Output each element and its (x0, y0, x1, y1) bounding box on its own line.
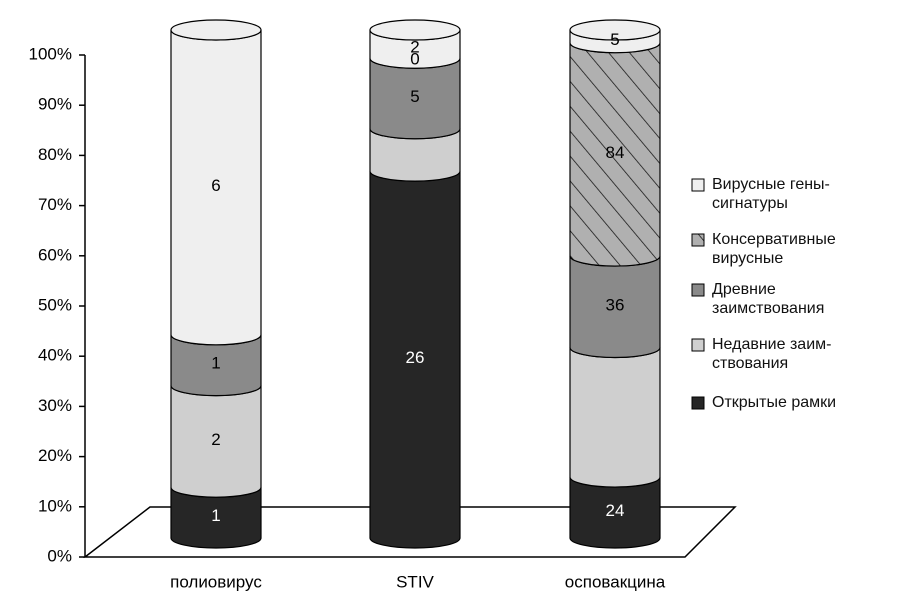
value-label: 24 (606, 501, 625, 520)
legend-label: Открытые рамки (712, 394, 837, 411)
value-label: 26 (406, 348, 425, 367)
value-label: 5 (410, 87, 419, 106)
value-label: 2 (211, 430, 220, 449)
legend-swatch (691, 233, 705, 247)
value-label: 36 (606, 295, 625, 314)
value-label: 2 (410, 38, 419, 57)
value-label: 1 (211, 354, 220, 373)
legend-label: Древние заимствования (712, 281, 825, 317)
value-label: 6 (211, 176, 220, 195)
y-tick-label: 60% (38, 245, 72, 264)
y-tick-label: 90% (38, 95, 72, 114)
y-tick-label: 100% (29, 44, 72, 63)
y-tick-label: 70% (38, 195, 72, 214)
y-tick-label: 80% (38, 145, 72, 164)
cylinder-top (369, 19, 461, 41)
y-tick-label: 50% (38, 295, 72, 314)
y-tick-label: 40% (38, 346, 72, 365)
y-tick-label: 30% (38, 396, 72, 415)
value-label: 1 (211, 506, 220, 525)
value-label: 0 (410, 50, 419, 69)
value-label: 5 (610, 30, 619, 49)
legend-label: Недавние заим- ствования (712, 336, 832, 372)
x-tick-label: STIV (396, 572, 434, 591)
y-tick-label: 20% (38, 446, 72, 465)
bar-segment (569, 347, 661, 488)
legend-swatch (691, 338, 705, 352)
x-tick-label: осповакцина (565, 572, 666, 591)
legend-swatch (691, 396, 705, 410)
legend-swatch (691, 283, 705, 297)
legend-swatch (691, 178, 705, 192)
legend-label: Консервативные вирусные (712, 231, 836, 267)
value-label: 84 (606, 143, 625, 162)
cylinder-top (569, 19, 661, 41)
x-tick-label: полиовирус (170, 572, 262, 591)
y-tick-label: 10% (38, 496, 72, 515)
legend-label: Вирусные гены- сигнатуры (712, 176, 830, 212)
y-tick-label: 0% (47, 546, 72, 565)
cylinder-top (170, 19, 262, 41)
